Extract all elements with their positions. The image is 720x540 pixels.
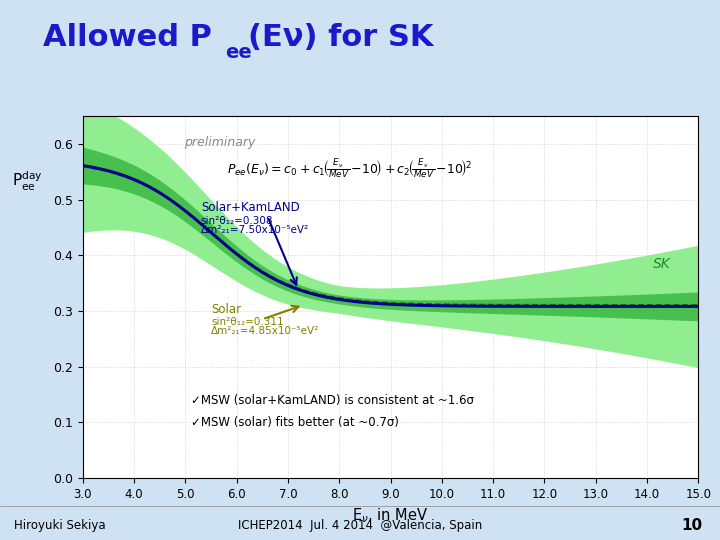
Text: 10: 10 bbox=[681, 518, 702, 533]
Text: (Eν) for SK: (Eν) for SK bbox=[248, 23, 434, 52]
Text: ee: ee bbox=[225, 43, 251, 62]
Text: $\mathrm{P}^{\mathrm{day}}_{\mathrm{ee}}$: $\mathrm{P}^{\mathrm{day}}_{\mathrm{ee}}… bbox=[12, 170, 42, 193]
Text: Allowed P: Allowed P bbox=[43, 23, 212, 52]
Text: ✓MSW (solar+KamLAND) is consistent at ~1.6σ: ✓MSW (solar+KamLAND) is consistent at ~1… bbox=[191, 394, 474, 407]
X-axis label: E$_\nu$, in MeV: E$_\nu$, in MeV bbox=[352, 506, 429, 525]
Text: preliminary: preliminary bbox=[184, 136, 256, 149]
Text: Solar: Solar bbox=[211, 303, 241, 316]
Text: ✓MSW (solar) fits better (at ~0.7σ): ✓MSW (solar) fits better (at ~0.7σ) bbox=[191, 416, 398, 429]
Text: Solar+KamLAND: Solar+KamLAND bbox=[201, 200, 300, 213]
Text: SK: SK bbox=[652, 258, 670, 272]
Text: Δm²₂₁=4.85x10⁻⁵eV²: Δm²₂₁=4.85x10⁻⁵eV² bbox=[211, 326, 319, 336]
Text: Δm²₂₁=7.50x10⁻⁵eV²: Δm²₂₁=7.50x10⁻⁵eV² bbox=[201, 225, 309, 235]
Text: sin²θ₁₂=0.311: sin²θ₁₂=0.311 bbox=[211, 318, 284, 327]
Text: sin²θ₁₂=0.308: sin²θ₁₂=0.308 bbox=[201, 215, 274, 226]
Text: $P_{ee}(E_\nu) = c_0 + c_1\!\left(\!\frac{E_\nu}{\,MeV\,}\!-\!10\!\right)+ c_2\!: $P_{ee}(E_\nu) = c_0 + c_1\!\left(\!\fra… bbox=[228, 158, 472, 181]
Text: ICHEP2014  Jul. 4 2014  @Valencia, Spain: ICHEP2014 Jul. 4 2014 @Valencia, Spain bbox=[238, 519, 482, 532]
Text: Hiroyuki Sekiya: Hiroyuki Sekiya bbox=[14, 519, 106, 532]
